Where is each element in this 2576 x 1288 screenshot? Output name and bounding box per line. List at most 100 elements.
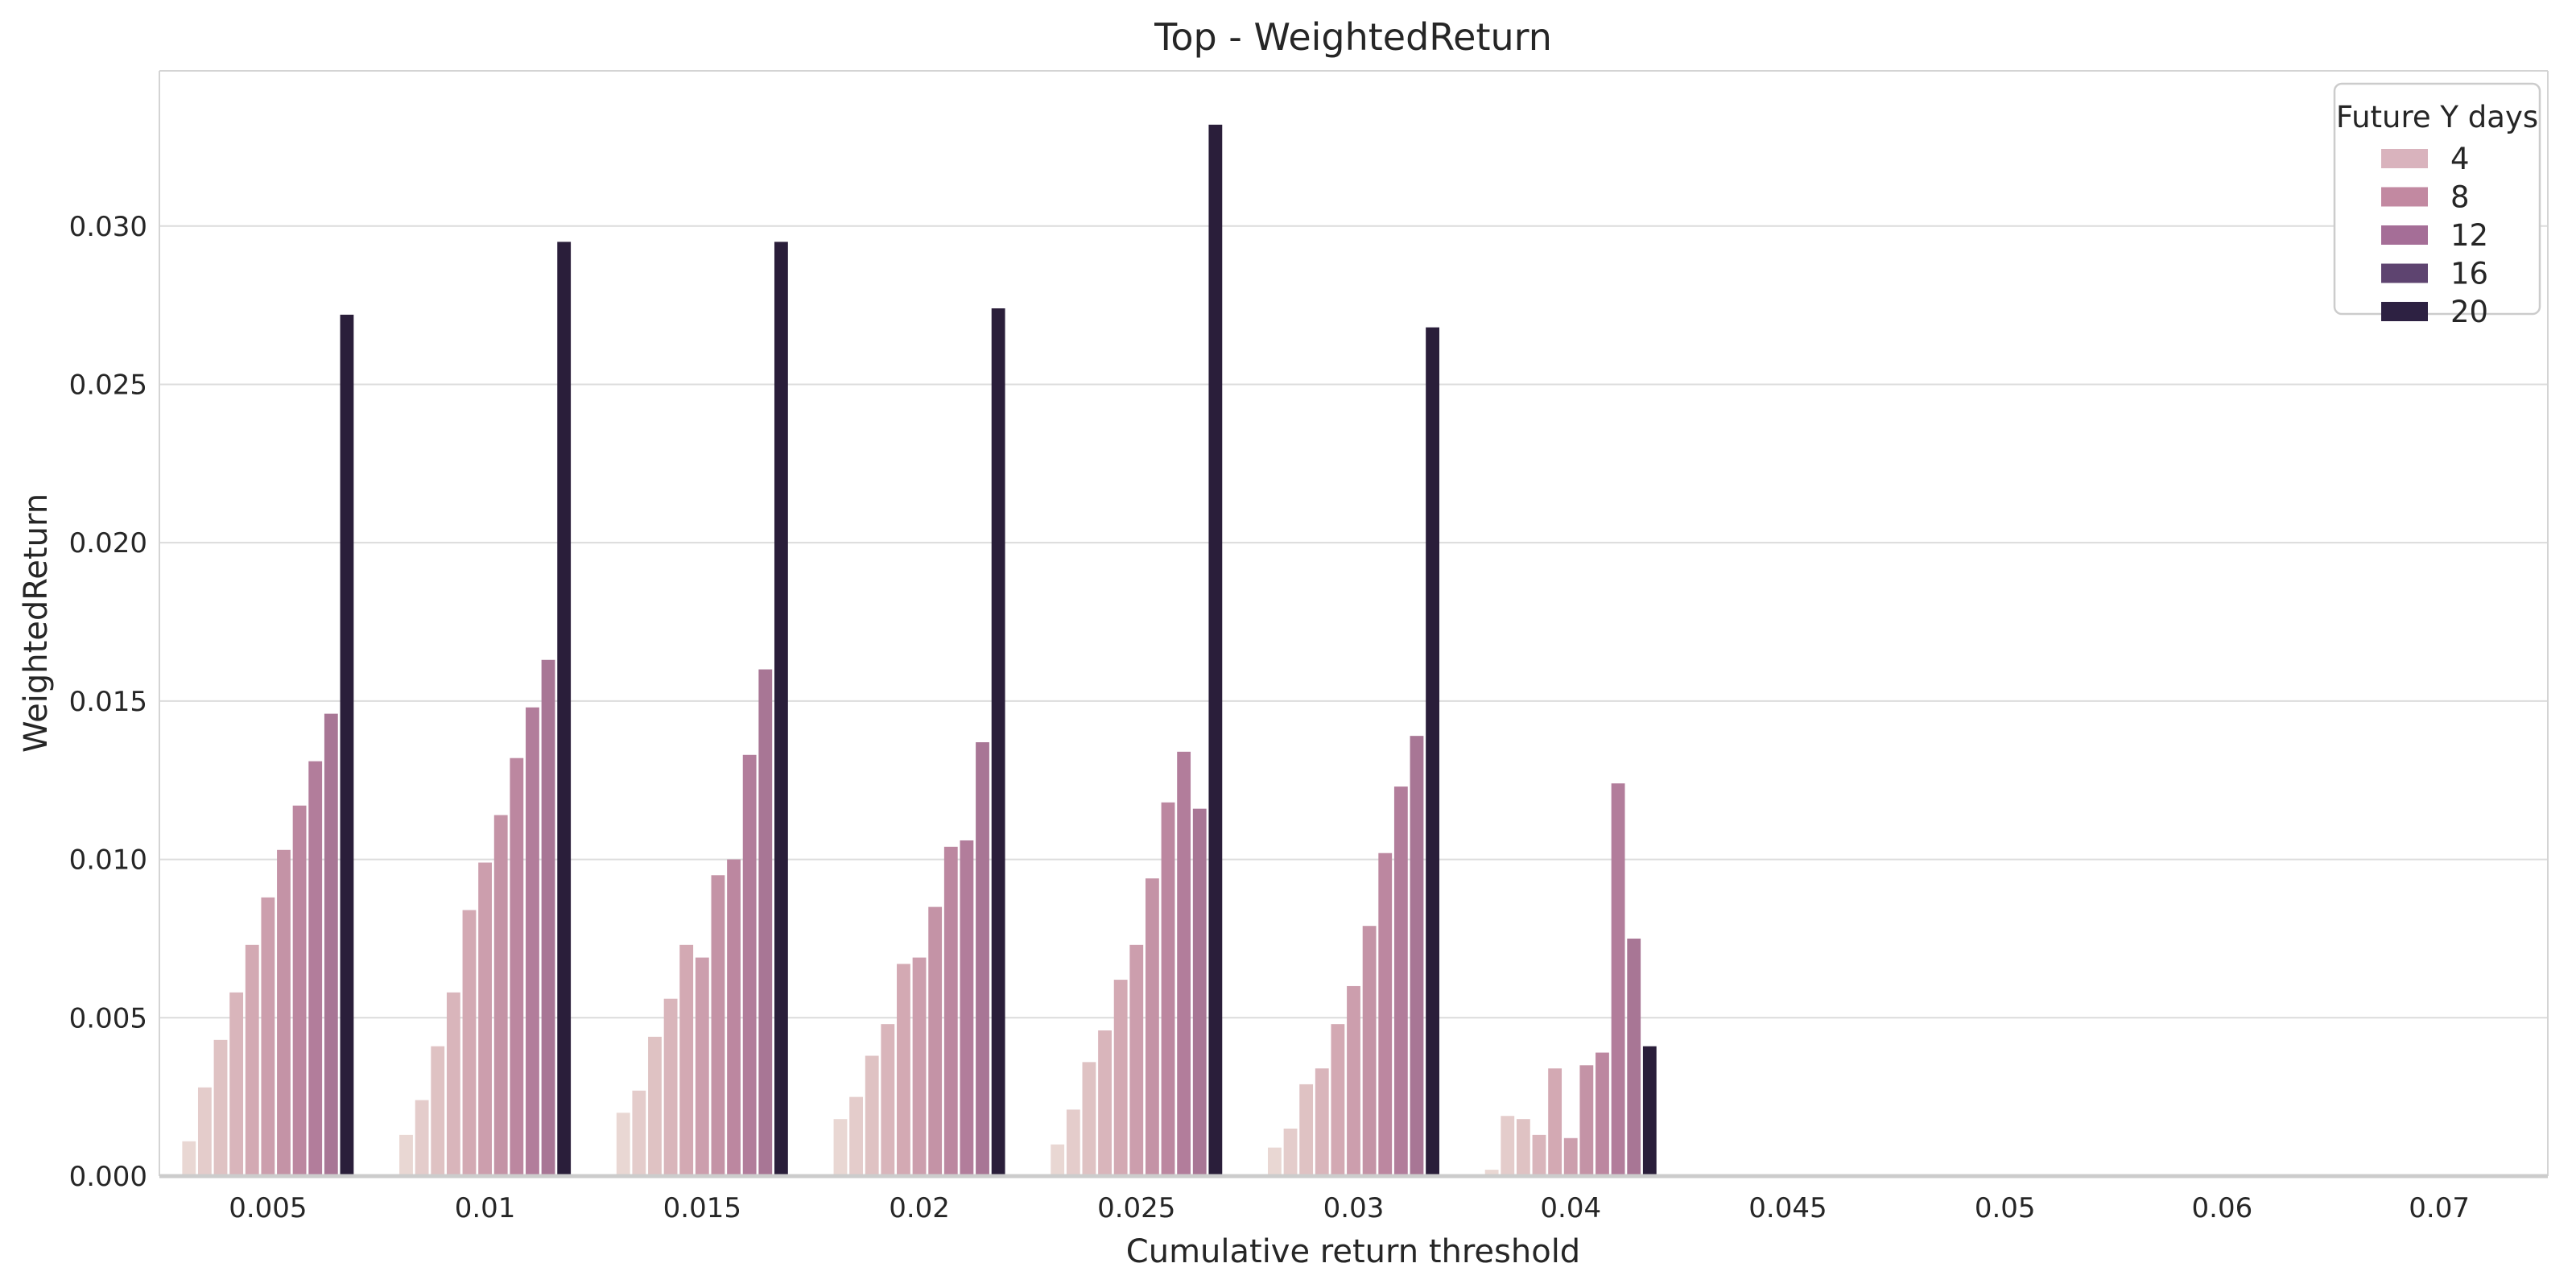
bar-day9-threshold0.01	[526, 707, 539, 1176]
bar-day4-threshold0.04	[1532, 1134, 1546, 1176]
y-axis-label: WeightedReturn	[18, 493, 55, 753]
y-tick-label: 0.015	[69, 686, 147, 718]
bar-day2-threshold0.02	[849, 1096, 863, 1176]
y-tick-label: 0.025	[69, 369, 147, 401]
bar-day9-threshold0.03	[1393, 786, 1408, 1176]
tick-labels-layer: 0.000 0.005 0.010 0.015 0.020 0.025 0.030 0.005…	[69, 211, 2470, 1224]
bar-day7-threshold0.03	[1362, 926, 1377, 1176]
bar-day1-threshold0.02	[833, 1119, 848, 1176]
bar-day2-threshold0.015	[632, 1090, 646, 1176]
bar-day9-threshold0.04	[1611, 783, 1625, 1176]
bar-day7-threshold0.01	[493, 815, 508, 1176]
legend-box	[2333, 82, 2541, 316]
x-tick-label: 0.045	[1748, 1192, 1827, 1224]
bar-day9-threshold0.005	[308, 761, 323, 1176]
x-axis-label: Cumulative return threshold	[1126, 1233, 1580, 1270]
bar-day20-threshold0.01	[557, 242, 572, 1176]
bar-day4-threshold0.005	[229, 992, 244, 1176]
bar-day5-threshold0.015	[679, 944, 694, 1176]
bar-day2-threshold0.01	[415, 1100, 429, 1176]
bar-day7-threshold0.04	[1579, 1065, 1594, 1176]
bar-day20-threshold0.02	[991, 308, 1005, 1176]
bar-day9-threshold0.02	[960, 840, 974, 1176]
bar-day1-threshold0.03	[1268, 1147, 1282, 1176]
bar-day3-threshold0.02	[865, 1055, 879, 1176]
bar-day5-threshold0.03	[1331, 1024, 1345, 1176]
x-tick-label: 0.05	[1975, 1192, 2036, 1224]
bars-layer	[182, 124, 1657, 1177]
bar-day20-threshold0.03	[1426, 327, 1439, 1177]
bar-day8-threshold0.03	[1378, 852, 1393, 1176]
bar-day8-threshold0.015	[727, 859, 741, 1176]
legend-label: 16	[2450, 257, 2488, 291]
bar-day8-threshold0.025	[1161, 802, 1175, 1176]
y-tick-label: 0.000	[69, 1161, 147, 1193]
legend-swatch-16	[2381, 263, 2428, 283]
x-tick-label: 0.04	[1540, 1192, 1601, 1224]
x-tick-label: 0.015	[663, 1192, 741, 1224]
bar-day6-threshold0.025	[1129, 944, 1144, 1176]
legend-title: Future Y days	[2336, 100, 2538, 134]
bar-day1-threshold0.005	[182, 1141, 196, 1176]
y-tick-label: 0.010	[69, 844, 147, 877]
bar-day6-threshold0.01	[478, 862, 492, 1176]
x-tick-label: 0.03	[1323, 1192, 1385, 1224]
bar-day1-threshold0.04	[1484, 1170, 1499, 1176]
bar-day4-threshold0.03	[1315, 1068, 1329, 1176]
bar-day9-threshold0.015	[742, 754, 757, 1176]
legend-swatch-20	[2381, 302, 2428, 321]
bar-day1-threshold0.015	[616, 1113, 630, 1176]
bar-day3-threshold0.03	[1299, 1084, 1314, 1176]
bar-day8-threshold0.04	[1596, 1052, 1609, 1176]
bar-day6-threshold0.005	[261, 897, 275, 1176]
bar-day5-threshold0.01	[462, 910, 477, 1176]
bar-day3-threshold0.015	[648, 1036, 662, 1176]
bar-day10-threshold0.01	[541, 659, 555, 1176]
x-tick-label: 0.02	[889, 1192, 950, 1224]
legend-label: 12	[2450, 218, 2488, 253]
bar-day20-threshold0.015	[774, 242, 788, 1176]
bar-day7-threshold0.02	[928, 906, 943, 1176]
bar-day1-threshold0.025	[1051, 1144, 1065, 1176]
bar-day8-threshold0.005	[292, 805, 307, 1176]
legend-swatch-12	[2381, 225, 2428, 245]
bar-day6-threshold0.015	[695, 957, 709, 1176]
bar-day4-threshold0.02	[881, 1024, 895, 1176]
bar-day1-threshold0.01	[399, 1134, 413, 1176]
bar-day8-threshold0.01	[510, 758, 524, 1176]
bar-day10-threshold0.005	[324, 713, 338, 1176]
bar-day3-threshold0.025	[1082, 1062, 1096, 1176]
legend-label: 20	[2450, 295, 2488, 329]
bar-day7-threshold0.025	[1145, 878, 1159, 1176]
bar-day7-threshold0.015	[711, 875, 725, 1176]
bar-day3-threshold0.005	[213, 1039, 228, 1176]
bar-day6-threshold0.02	[912, 957, 927, 1176]
bar-day2-threshold0.025	[1066, 1109, 1080, 1176]
bar-day10-threshold0.04	[1627, 938, 1641, 1176]
bar-day20-threshold0.04	[1642, 1046, 1657, 1176]
bar-day9-threshold0.025	[1177, 751, 1191, 1176]
x-tick-label: 0.06	[2192, 1192, 2253, 1224]
bar-day7-threshold0.005	[277, 849, 291, 1176]
legend-label: 4	[2450, 142, 2470, 176]
chart-title: Top - WeightedReturn	[1154, 15, 1552, 59]
bar-day3-threshold0.01	[431, 1046, 445, 1176]
bar-day8-threshold0.02	[943, 846, 958, 1176]
bar-day2-threshold0.03	[1283, 1128, 1298, 1176]
bar-day10-threshold0.02	[976, 742, 989, 1176]
y-tick-label: 0.005	[69, 1002, 147, 1034]
bar-day20-threshold0.025	[1208, 124, 1223, 1177]
y-tick-label: 0.030	[69, 211, 147, 243]
bar-day10-threshold0.015	[758, 669, 773, 1176]
x-tick-label: 0.025	[1097, 1192, 1175, 1224]
bar-day6-threshold0.03	[1347, 985, 1360, 1176]
x-tick-label: 0.07	[2409, 1192, 2470, 1224]
bar-day6-threshold0.04	[1563, 1137, 1578, 1176]
bar-day10-threshold0.03	[1410, 736, 1424, 1176]
legend-swatch-8	[2381, 187, 2428, 207]
bar-day5-threshold0.02	[897, 964, 910, 1176]
bar-day4-threshold0.01	[446, 992, 460, 1176]
bar-day5-threshold0.025	[1113, 980, 1128, 1176]
